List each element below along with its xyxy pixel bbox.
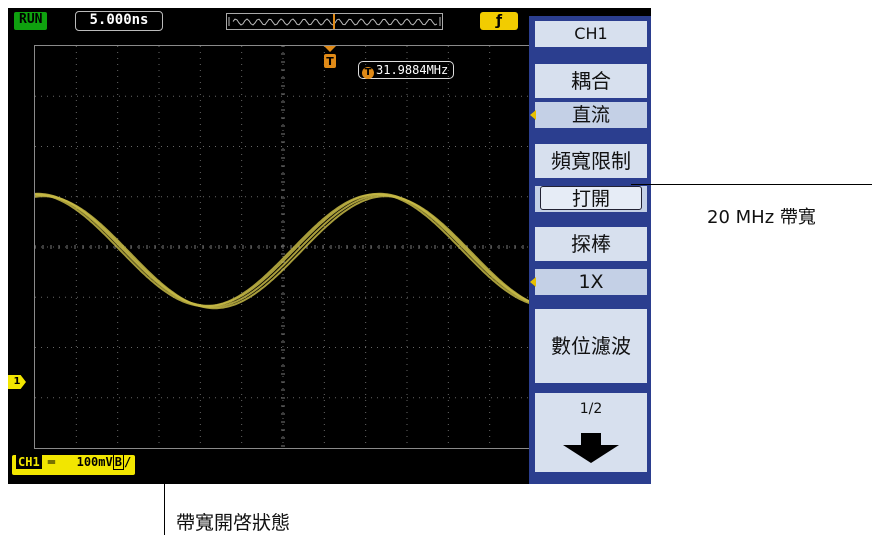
digital-filter-label: 數位濾波: [551, 334, 631, 358]
channel-menu: CH1 耦合 直流 頻寬限制 打開 探棒 1X 數位濾波 1/2: [529, 16, 651, 484]
ch1-waveform-trace: [35, 192, 531, 307]
channel-label: CH1: [16, 455, 42, 469]
overview-waveform-icon: [228, 14, 441, 29]
status-callout-line: [164, 484, 165, 535]
probe-label: 探棒: [571, 232, 611, 256]
ch1-waveform-trace: [35, 193, 531, 308]
channel-status-bar: CH1 ═ 100mV B /: [12, 454, 136, 475]
menu-bw-limit-button[interactable]: 頻寬限制: [535, 144, 647, 178]
probe-value-text: 1X: [578, 271, 604, 293]
ch1-ground-marker: 1: [8, 375, 26, 389]
status-callout-text: 帶寬開啓狀態: [176, 512, 291, 534]
menu-probe-button[interactable]: 探棒: [535, 227, 647, 261]
run-state-badge: RUN: [14, 12, 48, 30]
coupling-icon: ═: [47, 455, 55, 469]
waveform-overview-bar: [226, 13, 443, 30]
bandwidth-callout-line: [631, 184, 872, 185]
menu-page-indicator: 1/2: [579, 401, 603, 417]
bandwidth-callout-text: 20 MHz 帶寬: [707, 207, 816, 228]
bw-limit-value-text: 打開: [571, 188, 610, 210]
coupling-value-text: 直流: [571, 104, 610, 126]
waveform-graticule: [34, 45, 532, 449]
trigger-t-icon: T: [362, 67, 374, 79]
bw-limit-value[interactable]: 打開: [535, 186, 647, 212]
rising-edge-icon: ƒ: [495, 13, 503, 29]
probe-value[interactable]: 1X: [530, 269, 647, 295]
menu-page-button[interactable]: 1/2: [535, 393, 647, 472]
ch1-waveform-trace: [35, 194, 531, 308]
slope-icon: /: [123, 455, 132, 469]
selector-arrow-icon: [530, 110, 536, 120]
bandwidth-limit-icon: B: [112, 454, 124, 470]
trigger-marker-label: T: [326, 55, 334, 68]
timebase-readout: 5.000ns: [75, 11, 163, 31]
coupling-value[interactable]: 直流: [530, 102, 647, 128]
menu-title: CH1: [535, 21, 647, 47]
bw-limit-label: 頻寬限制: [551, 149, 631, 173]
frequency-value: 31.9884MHz: [376, 63, 449, 77]
selector-arrow-icon: [530, 277, 536, 287]
oscilloscope-screen: RUN 5.000ns ƒ T T 31.9884MHz 1 CH1 ═ 100mV…: [8, 8, 651, 484]
top-status-bar: RUN 5.000ns ƒ: [8, 8, 538, 34]
trigger-slope-badge: ƒ: [480, 12, 518, 30]
ch1-waveform-trace: [35, 195, 531, 310]
frequency-readout: T 31.9884MHz: [358, 61, 455, 79]
menu-digital-filter-button[interactable]: 數位濾波: [535, 309, 647, 383]
menu-coupling-button[interactable]: 耦合: [535, 64, 647, 98]
coupling-label: 耦合: [571, 69, 611, 93]
graticule-and-trace: [35, 46, 531, 448]
vertical-scale: 100mV: [76, 455, 113, 469]
arrow-down-icon: [563, 433, 619, 463]
trigger-position-marker: T: [324, 46, 336, 68]
